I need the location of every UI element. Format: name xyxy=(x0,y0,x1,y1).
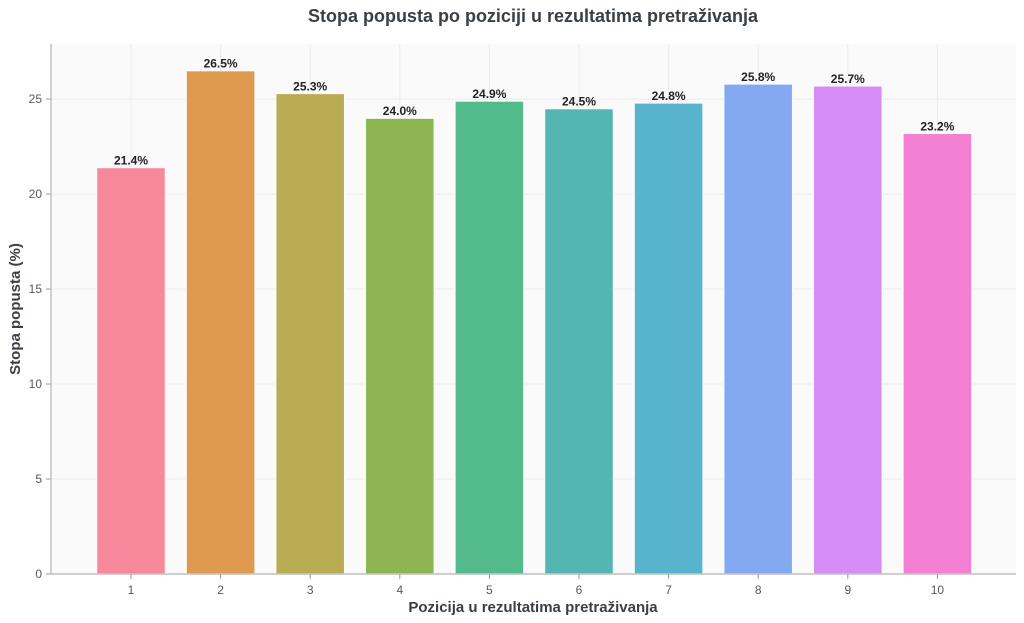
bar xyxy=(454,100,525,575)
x-tick-label: 2 xyxy=(217,583,224,597)
bar-value-label: 24.8% xyxy=(652,89,686,103)
x-tick-label: 6 xyxy=(576,583,583,597)
bar-value-label: 25.8% xyxy=(741,70,775,84)
bar-value-label: 26.5% xyxy=(204,57,238,71)
x-axis-label: Pozicija u rezultatima pretraživanja xyxy=(408,599,658,616)
y-tick-label: 20 xyxy=(29,187,43,201)
bar xyxy=(185,69,256,575)
bar-value-label: 24.0% xyxy=(383,104,417,118)
x-tick-label: 10 xyxy=(931,583,945,597)
bar-value-label: 25.7% xyxy=(831,72,865,86)
bar-value-label: 21.4% xyxy=(114,153,148,167)
y-tick-label: 25 xyxy=(29,92,43,106)
x-tick-label: 5 xyxy=(486,583,493,597)
x-tick-label: 1 xyxy=(128,583,135,597)
y-tick-label: 10 xyxy=(29,377,43,391)
chart-title: Stopa popusta po poziciji u rezultatima … xyxy=(308,6,759,26)
bar xyxy=(543,107,615,575)
x-tick-label: 7 xyxy=(665,583,672,597)
bar-value-label: 23.2% xyxy=(920,119,954,133)
x-axis: 1 2 3 4 5 6 7 8 9 10 xyxy=(51,573,1016,597)
y-tick-label: 5 xyxy=(35,472,42,486)
y-tick-label: 15 xyxy=(29,282,43,296)
bar xyxy=(95,166,167,575)
bars xyxy=(95,69,973,575)
bar xyxy=(364,117,436,575)
bar xyxy=(902,132,973,575)
bar xyxy=(633,102,704,575)
x-tick-label: 3 xyxy=(307,583,314,597)
y-tick-label: 0 xyxy=(35,567,42,581)
y-axis-label: Stopa popusta (%) xyxy=(7,243,24,375)
x-tick-label: 4 xyxy=(396,583,403,597)
bar xyxy=(274,92,346,575)
x-tick-label: 8 xyxy=(755,583,762,597)
bar-value-label: 24.9% xyxy=(472,87,506,101)
bar-value-label: 25.3% xyxy=(293,79,327,93)
bar xyxy=(722,83,794,575)
value-labels: 21.4% 26.5% 25.3% 24.0% 24.9% 24.5% 24.8% 25.8%… xyxy=(114,57,955,168)
x-tick-label: 9 xyxy=(844,583,851,597)
bar-value-label: 24.5% xyxy=(562,95,596,109)
bar xyxy=(812,85,884,575)
y-axis: 0 5 10 15 20 25 xyxy=(29,44,52,581)
